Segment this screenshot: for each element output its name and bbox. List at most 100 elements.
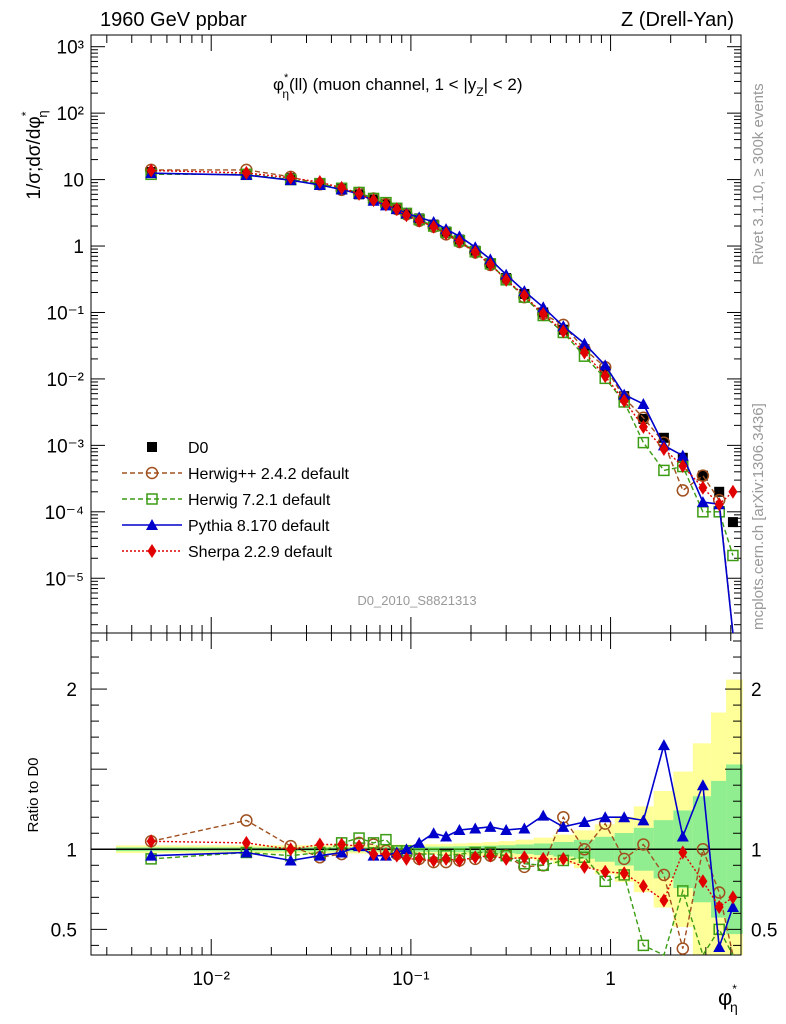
ratio-data-point (728, 890, 738, 905)
ratio-data-point (599, 811, 612, 823)
ratio-data-point (578, 843, 591, 856)
ratio-data-point (557, 820, 570, 832)
main-data-point (697, 470, 708, 481)
ratio-data-point (618, 811, 631, 823)
ratio-data-point (538, 851, 548, 866)
main-data-point (696, 496, 709, 508)
legend-label: Herwig 7.2.1 default (188, 492, 331, 509)
legend: D0 Herwig++ 2.4.2 default Herwig 7.2.1 def… (122, 440, 350, 561)
main-data-point (454, 234, 464, 249)
plot-title: φ* η(ll) (muon channel, 1 < |yZ| < 2) (273, 72, 523, 101)
main-data-point (537, 301, 550, 313)
main-data-point (392, 202, 402, 217)
ratio-data-point (369, 847, 379, 862)
main-data-point (485, 257, 495, 272)
ratio-data-point (337, 837, 347, 852)
ratio-data-point (579, 859, 589, 874)
main-data-point (519, 288, 529, 303)
ratio-data-point (676, 942, 690, 955)
main-data-point (678, 458, 688, 473)
ratio-data-point (657, 868, 671, 882)
watermark: D0_2010_S8821313 (357, 593, 476, 608)
ratio-data-point (313, 849, 326, 861)
ratio-data-point (401, 851, 411, 866)
main-data-point (315, 174, 325, 189)
ratio-data-point (501, 851, 511, 866)
ratio-data-point (414, 851, 424, 866)
ratio-data-point (145, 849, 158, 861)
ratio-panel-frame (90, 632, 742, 956)
main-data-point (369, 193, 379, 208)
ratio-data-point (286, 842, 296, 857)
series-layer (144, 163, 739, 957)
y-tick-label: 10 (63, 171, 84, 192)
ratio-data-point (392, 848, 402, 863)
axes-layer: 10⁻⁵ 10⁻⁴ 10⁻³ 10⁻² 10⁻¹ 1 10 10² 10³ 10⁻² 10⁻¹ 1 0.… (45, 35, 777, 990)
main-data-point (578, 337, 591, 349)
header-left: 1960 GeV ppbar (100, 9, 247, 31)
ratio-data-point (696, 843, 710, 856)
ratio-data-point (440, 830, 453, 842)
ratio-data-point (617, 852, 631, 866)
main-data-point (558, 324, 568, 339)
x-tick-label: 1 (605, 969, 616, 990)
y-tick-label: 10⁻³ (47, 436, 85, 457)
main-data-point (659, 442, 669, 457)
main-data-point (286, 170, 296, 185)
ratio-data-point (726, 900, 739, 912)
ratio-data-point (429, 853, 439, 868)
ratio-data-point (470, 850, 480, 865)
y-tick-label: 10⁻⁴ (45, 503, 84, 524)
main-data-point (429, 219, 439, 234)
main-data-point (241, 165, 251, 180)
ratio-data-point (698, 874, 708, 889)
ratio-data-point (678, 845, 688, 860)
main-data-point (470, 245, 480, 260)
ratio-data-point (657, 739, 670, 751)
main-data-point (728, 484, 738, 499)
ratio-data-point (241, 835, 251, 850)
ratio-data-point (600, 864, 610, 879)
ratio-data-point (714, 899, 724, 914)
main-data-point (600, 369, 610, 384)
ratio-data-point (380, 833, 392, 846)
ratio-data-point (558, 851, 568, 866)
y-tick-label: 10⁻⁵ (45, 569, 84, 590)
main-data-point (337, 180, 347, 195)
ratio-data-point (537, 809, 550, 821)
legend-label: Herwig++ 2.4.2 default (188, 466, 350, 483)
y-tick-label: 10³ (57, 38, 84, 59)
ratio-y-tick-label: 2 (751, 680, 762, 701)
legend-label: D0 (188, 440, 209, 457)
ratio-band-layer (115, 679, 743, 955)
main-data-point (727, 549, 739, 562)
ratio-data-point (518, 822, 531, 834)
ratio-data-point (441, 851, 451, 866)
ratio-y-tick-label: 1 (751, 840, 762, 861)
main-y-axis-label: 1/σ;dσ/dφ* η (19, 110, 50, 199)
ratio-data-point (637, 814, 650, 826)
legend-marker (147, 544, 157, 558)
main-data-point (658, 464, 670, 477)
main-data-point (638, 413, 649, 424)
main-data-point (637, 436, 650, 449)
ratio-data-point (335, 846, 348, 858)
main-data-point (714, 486, 725, 497)
ratio-data-point (469, 822, 482, 834)
ratio-y-tick-label: 0.5 (751, 920, 777, 941)
ratio-data-point (578, 816, 591, 828)
legend-marker (147, 442, 157, 452)
ratio-y-tick-label: 0.5 (51, 920, 77, 941)
ratio-data-point (400, 843, 413, 855)
ratio-data-point (519, 850, 529, 865)
ratio-data-point (240, 846, 253, 858)
legend-label: Sherpa 2.2.9 default (188, 544, 333, 561)
main-data-point (637, 397, 650, 409)
ratio-data-point (677, 885, 689, 897)
y-tick-label: 10⁻¹ (47, 303, 85, 324)
ratio-data-point (659, 893, 669, 908)
legend-label: Pythia 8.170 default (188, 518, 330, 535)
main-data-point (538, 306, 548, 321)
main-data-point (676, 484, 690, 497)
